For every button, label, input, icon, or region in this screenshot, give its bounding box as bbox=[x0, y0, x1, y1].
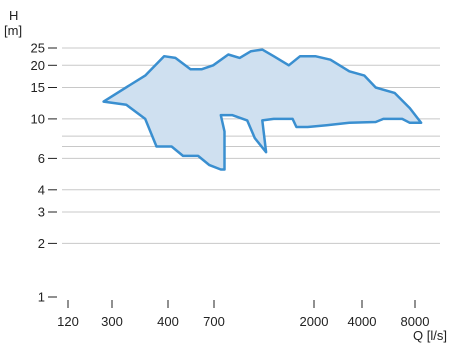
y-tick-label-6: 6 bbox=[38, 151, 45, 166]
x-tick-label-400: 400 bbox=[157, 314, 179, 329]
x-tick-label-4000: 4000 bbox=[348, 314, 377, 329]
y-tick-label-10: 10 bbox=[31, 111, 45, 126]
area-polygon-0 bbox=[102, 48, 423, 171]
x-tick-label-8000: 8000 bbox=[401, 314, 430, 329]
y-tick-label-20: 20 bbox=[31, 58, 45, 73]
x-tick-label-300: 300 bbox=[101, 314, 123, 329]
y-tick-label-4: 4 bbox=[38, 182, 45, 197]
x-axis: 120 300 400 700 2000 4000 8000 bbox=[57, 300, 429, 329]
y-tick-label-2: 2 bbox=[38, 236, 45, 251]
y-tick-label-3: 3 bbox=[38, 205, 45, 220]
y-tick-label-15: 15 bbox=[31, 80, 45, 95]
x-tick-label-2000: 2000 bbox=[300, 314, 329, 329]
y-tick-label-25: 25 bbox=[31, 41, 45, 56]
y-tick-label-1: 1 bbox=[38, 290, 45, 305]
x-axis-title: Q [l/s] bbox=[413, 328, 447, 343]
y-axis-title-line-1: H bbox=[9, 8, 18, 23]
x-tick-label-120: 120 bbox=[57, 314, 79, 329]
y-axis: 1 2 3 4 6 10 15 20 25 bbox=[31, 41, 57, 305]
y-axis-title-line-2: [m] bbox=[4, 23, 22, 38]
area-series bbox=[102, 48, 423, 171]
x-tick-label-700: 700 bbox=[203, 314, 225, 329]
